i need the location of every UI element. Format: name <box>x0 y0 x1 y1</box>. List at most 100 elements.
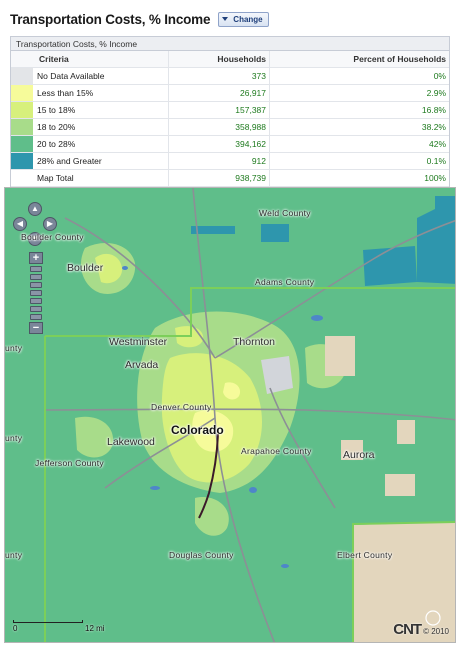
page-title: Transportation Costs, % Income <box>10 11 211 27</box>
legend-color-swatch <box>11 67 33 84</box>
pan-right-icon[interactable]: ▶ <box>43 217 57 231</box>
legend-percent: 38.2% <box>269 118 449 136</box>
dropdown-arrow-icon <box>222 17 229 21</box>
tract-layer-28-plus <box>191 196 455 286</box>
water-layer <box>122 266 323 568</box>
legend-criteria: Map Total <box>33 169 169 187</box>
legend-percent: 2.9% <box>269 84 449 102</box>
label-boulder-county: Boulder County <box>21 232 84 242</box>
legend-swatch-cell <box>11 118 33 136</box>
scale-start-label: 0 <box>13 624 18 633</box>
legend-row: 15 to 18% 157,387 16.8% <box>11 101 449 119</box>
brand-copyright: © 2010 <box>423 627 449 636</box>
label-edge-county-1: unty <box>5 343 23 353</box>
legend-row: No Data Available 373 0% <box>11 67 449 85</box>
legend-row: 20 to 28% 394,162 42% <box>11 135 449 153</box>
legend-swatch-cell <box>11 152 33 170</box>
legend-percent: 0% <box>269 67 449 85</box>
legend-households: 373 <box>168 67 270 85</box>
label-westminster: Westminster <box>109 336 168 348</box>
tract-layer-no-data <box>261 356 293 394</box>
legend-swatch-cell <box>11 135 33 153</box>
brand-name: CNT <box>393 621 422 638</box>
change-button[interactable]: Change <box>218 11 269 27</box>
legend-households: 938,739 <box>168 169 270 187</box>
change-button-label: Change <box>233 14 263 24</box>
legend-swatch-cell <box>11 101 33 119</box>
legend-households: 394,162 <box>168 135 270 153</box>
legend-color-swatch <box>11 152 33 169</box>
legend-caption: Transportation Costs, % Income <box>11 37 449 51</box>
label-arvada: Arvada <box>125 359 159 371</box>
pan-left-icon[interactable]: ◀ <box>13 217 27 231</box>
label-adams-county: Adams County <box>255 277 315 287</box>
scale-bar: 0 12 mi <box>13 620 123 636</box>
label-boulder: Boulder <box>67 262 104 274</box>
pan-control[interactable]: ▲ ◀ ▶ ▼ <box>13 202 57 246</box>
legend-households: 157,387 <box>168 101 270 119</box>
legend-criteria: 20 to 28% <box>33 135 169 153</box>
pan-down-icon[interactable]: ▼ <box>28 232 42 246</box>
legend-color-swatch <box>11 118 33 135</box>
legend-percent: 16.8% <box>269 101 449 119</box>
zoom-control[interactable]: + − <box>29 252 43 334</box>
zoom-level-step[interactable] <box>30 306 42 312</box>
light-rail-line <box>198 433 219 519</box>
label-colorado: Colorado <box>171 423 224 437</box>
column-households: Households <box>168 51 270 68</box>
label-jefferson-county: Jefferson County <box>35 458 104 468</box>
legend-color-swatch <box>11 135 33 152</box>
label-aurora: Aurora <box>343 449 375 461</box>
brand-logo: CNT © 2010 <box>393 621 449 638</box>
label-edge-county-3: unty <box>5 550 23 560</box>
legend-criteria: 15 to 18% <box>33 101 169 119</box>
legend-grid: Criteria Households Percent of Household… <box>11 51 449 187</box>
zoom-level-step[interactable] <box>30 266 42 272</box>
zoom-level-step[interactable] <box>30 290 42 296</box>
legend-swatch-cell <box>11 84 33 102</box>
legend-criteria: 28% and Greater <box>33 152 169 170</box>
legend-swatch-cell <box>11 67 33 85</box>
zoom-level-step[interactable] <box>30 274 42 280</box>
zoom-in-icon[interactable]: + <box>29 252 43 264</box>
column-criteria: Criteria <box>11 51 169 68</box>
map-canvas[interactable] <box>5 188 456 643</box>
legend-percent: 100% <box>269 169 449 187</box>
map-panel[interactable]: ▲ ◀ ▶ ▼ + − Weld County Boulder County B… <box>4 187 456 643</box>
legend-households: 26,917 <box>168 84 270 102</box>
legend-percent: 42% <box>269 135 449 153</box>
legend-color-swatch <box>11 169 33 186</box>
legend-households: 912 <box>168 152 270 170</box>
zoom-level-step[interactable] <box>30 298 42 304</box>
compass-icon <box>425 610 441 626</box>
pan-up-icon[interactable]: ▲ <box>28 202 42 216</box>
legend-row: 28% and Greater 912 0.1% <box>11 152 449 170</box>
legend-color-swatch <box>11 84 33 101</box>
tract-layer-under-15 <box>192 382 241 452</box>
legend-criteria: No Data Available <box>33 67 169 85</box>
label-elbert-county: Elbert County <box>337 550 393 560</box>
zoom-level-step[interactable] <box>30 314 42 320</box>
legend-row: Map Total 938,739 100% <box>11 169 449 187</box>
legend-criteria: 18 to 20% <box>33 118 169 136</box>
tract-layer-rural <box>325 336 455 642</box>
zoom-level-step[interactable] <box>30 282 42 288</box>
legend-households: 358,988 <box>168 118 270 136</box>
county-boundaries <box>44 287 455 642</box>
label-weld-county: Weld County <box>259 208 311 218</box>
label-denver-county: Denver County <box>151 402 212 412</box>
legend-row: 18 to 20% 358,988 38.2% <box>11 118 449 136</box>
label-douglas-county: Douglas County <box>169 550 234 560</box>
scale-bar-line <box>13 620 83 623</box>
legend-criteria: Less than 15% <box>33 84 169 102</box>
road-layer <box>44 188 455 642</box>
column-percent: Percent of Households <box>269 51 449 68</box>
zoom-out-icon[interactable]: − <box>29 322 43 334</box>
scale-end-label: 12 mi <box>85 624 105 633</box>
label-arapahoe-county: Arapahoe County <box>241 446 312 456</box>
legend-swatch-cell <box>11 169 33 187</box>
legend-table: Transportation Costs, % Income Criteria … <box>10 36 450 188</box>
label-lakewood: Lakewood <box>107 436 155 448</box>
page-header: Transportation Costs, % Income Change <box>10 8 269 30</box>
label-edge-county-2: unty <box>5 433 23 443</box>
